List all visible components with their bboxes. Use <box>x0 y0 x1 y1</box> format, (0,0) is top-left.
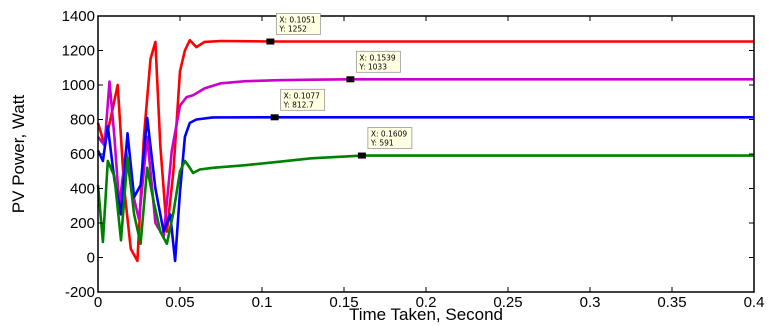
datatip-marker <box>357 152 366 159</box>
datatip-marker <box>270 114 279 121</box>
datatip-x-value: X: 0.1539 <box>359 53 396 62</box>
datatip-box <box>355 50 401 73</box>
x-tick-label: 0.4 <box>744 294 765 311</box>
x-axis-title: Time Taken, Second <box>349 305 503 324</box>
datatip-marker <box>346 76 355 83</box>
datatip-x-value: X: 0.1077 <box>284 91 321 100</box>
datatip-y-value: Y: 812.7 <box>283 100 314 109</box>
x-tick-label: 0.15 <box>329 294 358 311</box>
datatip-x-value: X: 0.1051 <box>279 16 316 25</box>
x-tick-label: 0.2 <box>416 294 437 311</box>
datatip-box <box>367 127 413 149</box>
datatip-y-value: Y: 1033 <box>358 62 387 71</box>
y-tick-label: 1000 <box>62 77 95 94</box>
datatip-box <box>275 13 321 35</box>
y-tick-label: 600 <box>70 146 95 163</box>
y-tick-label: 1400 <box>62 8 95 25</box>
series-green <box>96 154 754 245</box>
datatip-y-value: Y: 591 <box>370 139 394 148</box>
series-magenta <box>96 78 754 239</box>
x-tick-label: 0.25 <box>493 294 522 311</box>
y-axis-title: PV Power, Watt <box>9 95 28 214</box>
y-tick-label: 200 <box>70 215 95 232</box>
tick-layer: 0 0.05 0.1 0.15 0.2 0.25 0.3 0.35 0.4-2000200400… <box>62 8 765 311</box>
x-tick-label: 0.3 <box>580 294 601 311</box>
y-tick-label: 400 <box>70 181 95 198</box>
y-tick-label: 0 <box>87 250 95 267</box>
y-tick-label: 1200 <box>62 43 95 60</box>
x-tick-label: 0.35 <box>657 294 686 311</box>
plot-area <box>98 16 754 292</box>
x-tick-label: 0.1 <box>252 294 273 311</box>
y-tick-label: -200 <box>65 284 95 301</box>
x-tick-label: 0.05 <box>165 294 194 311</box>
series-layer <box>96 38 754 263</box>
datatip-y-value: Y: 1252 <box>278 25 307 34</box>
y-tick-label: 800 <box>70 112 95 129</box>
datatip-x-value: X: 0.1609 <box>371 130 408 139</box>
datatip-box <box>280 88 326 111</box>
datatip-marker <box>266 38 275 45</box>
x-tick-label: 0 <box>94 294 102 311</box>
